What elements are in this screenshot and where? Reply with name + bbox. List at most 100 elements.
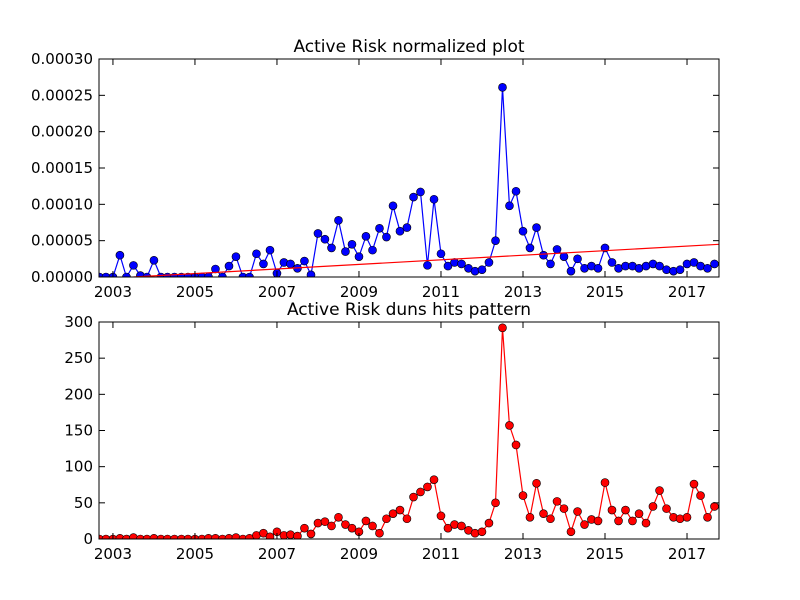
point	[566, 527, 576, 537]
point	[470, 528, 480, 538]
point	[703, 263, 712, 273]
point	[361, 232, 371, 241]
point	[416, 487, 425, 497]
x-tick-label: 2009	[340, 283, 378, 301]
point	[368, 245, 377, 255]
point	[238, 272, 248, 277]
point	[559, 252, 569, 261]
point	[101, 534, 111, 539]
point	[628, 516, 637, 526]
x-tick-label: 2015	[586, 545, 624, 563]
point	[341, 247, 350, 256]
point	[580, 520, 589, 529]
point	[197, 534, 207, 539]
x-tick-label: 2011	[422, 283, 460, 301]
y-tick-label: 150	[64, 422, 93, 440]
point	[395, 505, 405, 515]
point	[265, 245, 275, 255]
point	[122, 272, 131, 277]
y-tick-label: 50	[74, 494, 93, 512]
y-tick-label: 0.00010	[31, 195, 93, 213]
point	[402, 223, 412, 232]
point	[423, 482, 432, 492]
point	[600, 478, 610, 487]
point	[655, 486, 664, 495]
point	[539, 250, 548, 260]
point	[347, 523, 357, 533]
plot-area	[99, 323, 719, 539]
point	[423, 261, 432, 270]
point	[293, 531, 302, 539]
point	[224, 261, 234, 271]
point	[409, 492, 418, 502]
point	[388, 509, 398, 518]
point	[388, 201, 398, 211]
point	[300, 523, 309, 533]
point	[375, 224, 384, 233]
point	[573, 507, 582, 516]
point	[505, 421, 514, 430]
point	[450, 520, 459, 529]
x-tick-label: 2011	[422, 545, 460, 563]
point	[306, 529, 316, 539]
point	[634, 509, 644, 518]
point	[641, 518, 651, 528]
point	[259, 259, 268, 269]
point	[320, 234, 330, 244]
point	[539, 509, 548, 518]
point	[682, 512, 692, 522]
point	[436, 249, 446, 259]
point	[710, 502, 719, 511]
x-tick-label: 2009	[340, 545, 378, 563]
point	[546, 259, 555, 269]
point	[347, 240, 357, 249]
point	[566, 266, 576, 276]
point	[525, 243, 535, 253]
point	[183, 534, 193, 539]
point	[710, 259, 719, 269]
point	[552, 497, 562, 506]
point	[457, 521, 466, 531]
x-tick-label: 2003	[94, 283, 132, 301]
point	[429, 475, 439, 484]
point	[518, 226, 528, 236]
x-tick-label: 2017	[668, 283, 706, 301]
x-tick-label: 2015	[586, 283, 624, 301]
point	[361, 516, 371, 526]
point	[286, 530, 295, 539]
point	[382, 514, 391, 524]
y-tick-label: 100	[64, 458, 93, 476]
point	[600, 243, 610, 253]
point	[484, 258, 494, 267]
y-tick-label: 200	[64, 385, 93, 403]
y-tick-label: 0.00020	[31, 123, 93, 141]
point	[484, 518, 494, 528]
point	[395, 226, 405, 236]
point	[286, 259, 295, 269]
point	[655, 261, 664, 271]
point	[491, 498, 500, 508]
x-tick-label: 2005	[176, 545, 214, 563]
y-tick-label: 300	[64, 313, 93, 331]
point	[498, 323, 507, 333]
point	[593, 516, 603, 526]
point	[614, 516, 623, 526]
y-tick-label: 0.00015	[31, 159, 93, 177]
point	[218, 534, 227, 539]
point	[477, 527, 487, 537]
x-tick-label: 2017	[668, 545, 706, 563]
point	[327, 521, 336, 531]
plot-area	[99, 83, 719, 277]
point	[156, 534, 166, 539]
point	[675, 265, 685, 275]
y-tick-label: 0.00000	[31, 268, 93, 286]
chart-title: Active Risk duns hits pattern	[287, 300, 531, 320]
point	[491, 236, 500, 245]
point	[696, 491, 705, 500]
point	[231, 252, 241, 261]
point	[511, 440, 521, 450]
point	[238, 534, 248, 539]
x-tick-label: 2003	[94, 545, 132, 563]
point	[546, 514, 555, 524]
